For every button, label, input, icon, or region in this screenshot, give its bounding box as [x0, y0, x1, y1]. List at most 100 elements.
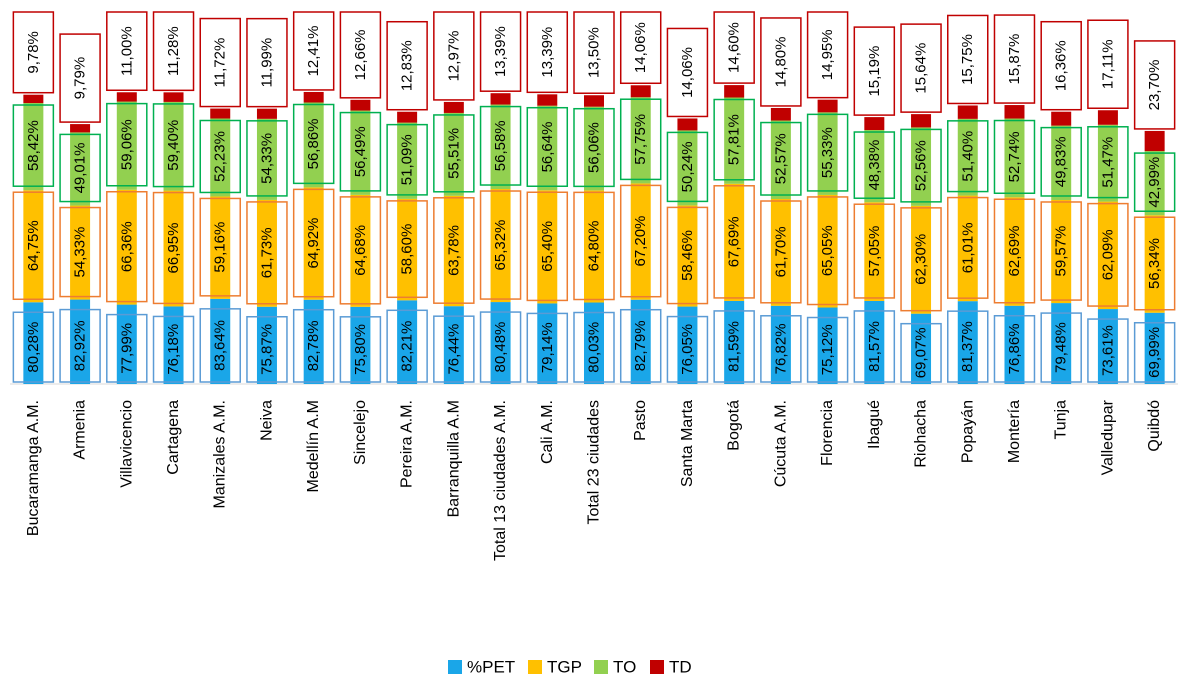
bar-tgp-monteria	[1004, 197, 1025, 306]
category-label-santa-marta: Santa Marta	[679, 400, 696, 487]
data-label-to-total-23-ciudades: 56,06%	[586, 122, 603, 173]
label-box-to-valledupar	[1087, 126, 1129, 199]
label-box-td-riohacha	[900, 23, 942, 113]
data-label-td-total-23-ciudades: 13,50%	[586, 27, 603, 78]
data-label-to-sincelejo: 56,49%	[352, 126, 369, 177]
bar-to-armenia	[70, 132, 91, 206]
data-label-pet-popayan: 81,37%	[959, 321, 976, 372]
label-box-to-cali-a-m	[526, 106, 569, 187]
label-box-td-cartagena	[152, 11, 195, 92]
data-label-to-cucuta-a-m: 52,57%	[772, 133, 789, 184]
data-label-tgp-quibdo: 56,34%	[1146, 238, 1163, 289]
bar-tgp-pasto	[630, 183, 651, 300]
data-label-pet-total-23-ciudades: 80,03%	[586, 322, 603, 373]
data-label-td-barranquilla-a-m: 12,97%	[445, 31, 462, 82]
label-box-td-armenia	[59, 33, 101, 123]
bar-tgp-cali-a-m	[537, 190, 558, 304]
label-box-td-monteria	[993, 14, 1036, 104]
bar-td-neiva	[256, 108, 277, 119]
bar-td-bogota	[724, 85, 745, 98]
category-labels-layer: Bucaramanga A.M. Armenia Villavicencio Cart…	[25, 399, 1163, 561]
bar-tgp-total-23-ciudades	[584, 190, 604, 303]
bar-to-cartagena	[163, 101, 184, 191]
data-label-td-villavicencio: 11,00%	[118, 26, 135, 76]
category-label-quibdo: Quibdó	[1146, 400, 1163, 452]
label-box-to-riohacha	[900, 128, 942, 203]
data-label-pet-armenia: 82,92%	[72, 320, 89, 371]
label-box-td-bogota	[713, 11, 755, 84]
data-label-pet-total-13-ciudades-a-m: 80,48%	[492, 322, 509, 373]
bar-tgp-riohacha	[911, 205, 932, 314]
data-label-tgp-total-13-ciudades-a-m: 65,32%	[492, 220, 509, 271]
bar-td-popayan	[957, 105, 978, 119]
label-box-tgp-quibdo	[1133, 216, 1176, 311]
label-box-to-sincelejo	[339, 111, 382, 192]
label-box-pet-tunja	[1040, 312, 1082, 383]
label-box-td-sincelejo	[339, 11, 382, 99]
bar-pet-pasto	[630, 299, 651, 384]
bar-td-cucuta-a-m	[770, 107, 791, 121]
data-label-to-medellin-a-m: 56,86%	[305, 118, 322, 169]
data-label-pet-pereira-a-m: 82,21%	[399, 321, 416, 372]
label-box-td-florencia	[806, 11, 849, 99]
data-label-td-riohacha: 15,64%	[913, 43, 930, 94]
label-box-td-neiva	[246, 17, 288, 108]
label-box-tgp-bucaramanga-a-m	[12, 191, 55, 301]
data-label-pet-sincelejo: 75,80%	[352, 324, 369, 375]
label-box-tgp-pasto	[619, 184, 662, 298]
label-box-pet-pereira-a-m	[386, 309, 428, 383]
bar-td-cali-a-m	[537, 94, 558, 106]
data-label-td-santa-marta: 14,06%	[679, 47, 696, 98]
bar-td-armenia	[70, 124, 91, 133]
bar-pet-valledupar	[1097, 309, 1118, 384]
bar-tgp-medellin-a-m	[303, 187, 324, 300]
category-label-valledupar: Valledupar	[1099, 399, 1116, 475]
label-box-pet-santa-marta	[666, 315, 709, 383]
bar-tgp-quibdo	[1144, 215, 1165, 313]
bar-td-barranquilla-a-m	[443, 101, 464, 113]
label-box-to-medellin-a-m	[292, 103, 335, 185]
label-box-tgp-armenia	[59, 206, 101, 298]
bar-to-neiva	[256, 118, 277, 200]
data-label-to-quibdo: 42,99%	[1146, 157, 1163, 208]
bar-tgp-florencia	[817, 194, 838, 308]
data-label-pet-tunja: 79,48%	[1053, 322, 1070, 373]
data-label-to-valledupar: 51,47%	[1099, 137, 1116, 188]
bar-tgp-ibague	[864, 202, 885, 301]
label-box-pet-manizales-a-m	[199, 308, 241, 383]
category-label-villavicencio: Villavicencio	[118, 400, 135, 488]
bar-td-monteria	[1004, 105, 1025, 119]
data-label-pet-bogota: 81,59%	[726, 321, 743, 372]
label-box-td-santa-marta	[666, 27, 709, 118]
data-label-pet-medellin-a-m: 82,78%	[305, 320, 322, 371]
data-label-tgp-manizales-a-m: 59,16%	[212, 222, 229, 273]
data-label-pet-santa-marta: 76,05%	[679, 324, 696, 375]
label-box-pet-bogota	[713, 310, 755, 383]
label-box-pet-cartagena	[152, 315, 195, 383]
label-box-tgp-popayan	[947, 196, 989, 299]
label-box-td-tunja	[1040, 20, 1082, 111]
data-label-td-popayan: 15,75%	[959, 34, 976, 85]
category-label-armenia: Armenia	[72, 400, 89, 460]
bar-pet-pereira-a-m	[397, 300, 418, 384]
data-label-tgp-cartagena: 66,95%	[165, 223, 182, 274]
label-box-to-bogota	[713, 98, 755, 181]
bar-td-santa-marta	[677, 118, 698, 131]
label-box-to-monteria	[993, 119, 1036, 195]
bar-to-santa-marta	[677, 130, 698, 206]
label-box-td-quibdo	[1133, 40, 1176, 130]
category-label-tunja: Tunja	[1053, 400, 1070, 440]
bar-td-riohacha	[911, 114, 932, 128]
label-box-pet-total-13-ciudades-a-m	[479, 311, 522, 383]
label-box-pet-ibague	[853, 310, 896, 383]
data-label-td-quibdo: 23,70%	[1146, 59, 1163, 110]
bars-layer	[23, 85, 1165, 384]
bar-pet-sincelejo	[350, 306, 371, 384]
label-box-to-pasto	[619, 98, 662, 181]
data-label-td-bogota: 14,60%	[726, 22, 743, 73]
data-label-pet-cartagena: 76,18%	[165, 324, 182, 375]
data-label-tgp-tunja: 59,57%	[1053, 226, 1070, 277]
label-box-to-barranquilla-a-m	[433, 114, 475, 193]
